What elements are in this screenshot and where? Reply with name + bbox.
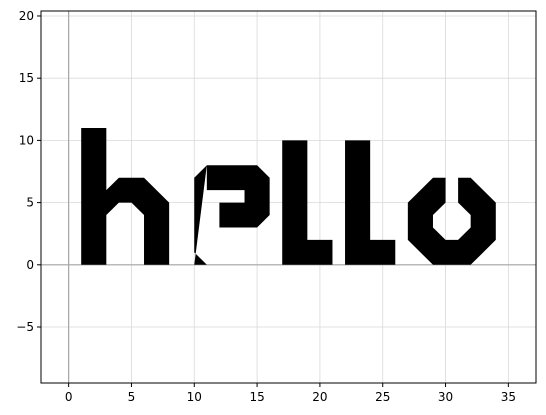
x-tick-label: 20: [312, 390, 327, 404]
y-tick-label: 20: [19, 9, 34, 23]
x-tick-label: 10: [187, 390, 202, 404]
y-axis-ticks: −5 0 5 10 15 20: [16, 9, 41, 334]
y-tick-label: 15: [19, 71, 34, 85]
x-tick-label: 5: [128, 390, 136, 404]
y-tick-label: 0: [26, 258, 34, 272]
x-tick-label: 0: [65, 390, 73, 404]
letter-l-2: [345, 140, 396, 265]
letter-shapes: [81, 127, 496, 265]
x-axis-ticks: 0 5 10 15 20 25 30 35: [65, 383, 516, 404]
x-tick-label: 30: [438, 390, 453, 404]
plot-frame: [40, 10, 537, 384]
y-tick-label: 10: [19, 133, 34, 147]
x-tick-label: 15: [249, 390, 264, 404]
x-tick-label: 35: [501, 390, 516, 404]
y-tick-label: −5: [16, 320, 34, 334]
y-tick-label: 5: [26, 196, 34, 210]
letter-o: [407, 177, 496, 265]
letter-e: [194, 165, 270, 265]
letter-h: [81, 127, 170, 265]
x-tick-label: 25: [375, 390, 390, 404]
letter-l-1: [282, 140, 333, 265]
